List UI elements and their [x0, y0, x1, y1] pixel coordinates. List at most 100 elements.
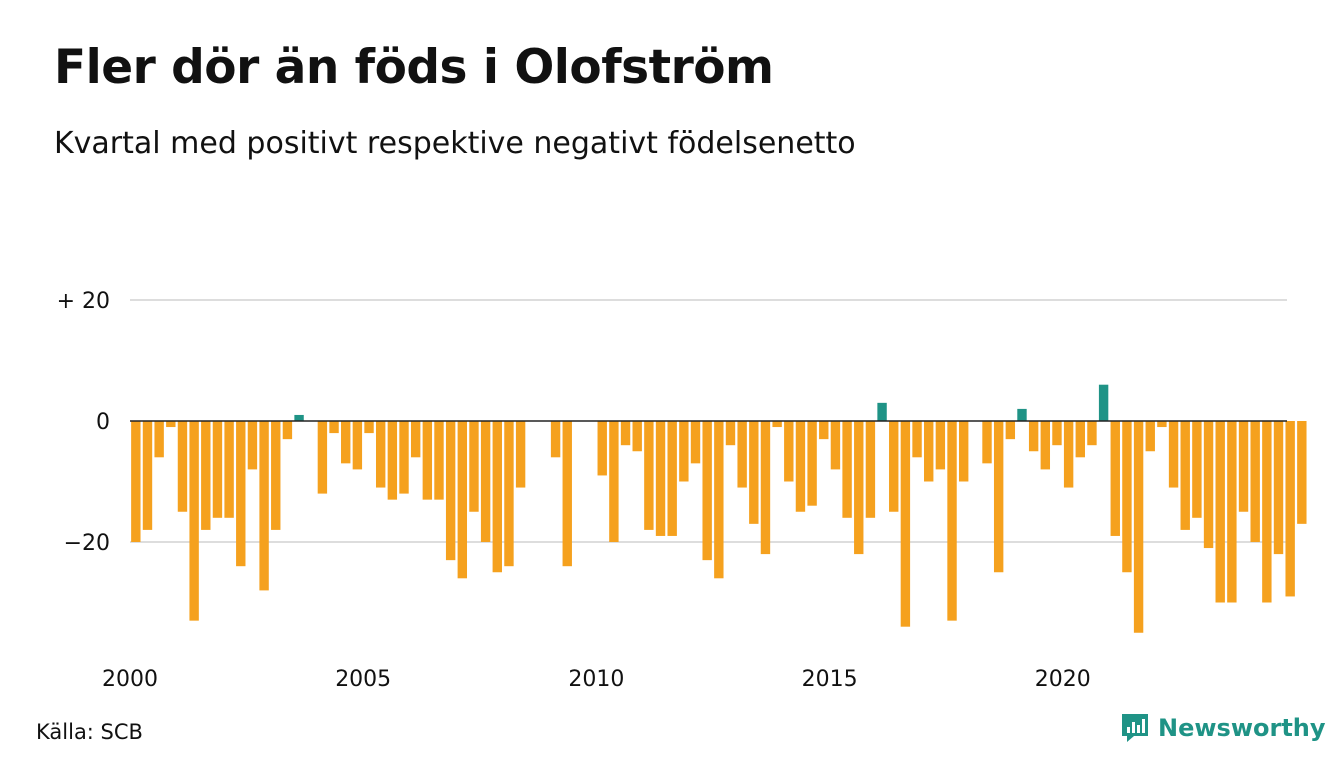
bar [434, 421, 444, 500]
bar [515, 421, 526, 488]
bar-chart: + 20 0 −20 2000 2005 2010 2015 2020 [57, 289, 1307, 692]
bar [714, 421, 724, 579]
bar [830, 421, 841, 470]
bar [1052, 421, 1062, 446]
chart-subtitle: Kvartal med positivt respektive negativt… [54, 126, 856, 161]
bar [364, 421, 374, 434]
bar [317, 421, 328, 494]
bar [632, 421, 642, 452]
bar [924, 421, 934, 482]
bar [1075, 421, 1085, 458]
bar [1005, 421, 1016, 440]
bar [550, 421, 561, 458]
bar [399, 421, 409, 494]
bar [201, 421, 211, 530]
bar [760, 421, 771, 555]
chart-title: Fler dör än föds i Olofström [54, 40, 774, 95]
bar [189, 421, 199, 621]
bar [620, 421, 631, 446]
newsworthy-logo: Newsworthy [1120, 712, 1326, 744]
bar [644, 421, 654, 530]
bar [445, 421, 456, 561]
bar [609, 421, 619, 542]
bar [737, 421, 747, 488]
bar [1145, 421, 1155, 452]
bar [597, 421, 607, 476]
bar [1063, 421, 1074, 488]
bar [1122, 421, 1132, 573]
bar [725, 421, 736, 446]
bar [1157, 421, 1167, 428]
x-tick-label: 2020 [1035, 667, 1091, 692]
bar [1262, 421, 1272, 603]
bar [1168, 421, 1179, 488]
y-tick-label: + 20 [57, 289, 110, 314]
bar [947, 421, 957, 621]
bar [655, 421, 666, 536]
bar [912, 421, 922, 458]
bar [166, 421, 176, 428]
bar [341, 421, 351, 464]
bar [1273, 421, 1284, 555]
bar [667, 421, 677, 536]
bar [1297, 421, 1307, 524]
bar [982, 421, 992, 464]
bar [935, 421, 946, 470]
bar [1215, 421, 1225, 603]
source-label: Källa: SCB [36, 720, 143, 744]
bar [679, 421, 689, 482]
bar [865, 421, 876, 518]
bar [469, 421, 479, 512]
bar [795, 421, 806, 512]
bar [480, 421, 491, 542]
bar [387, 421, 398, 500]
bar [247, 421, 258, 470]
bar [271, 421, 281, 530]
bar [410, 421, 421, 458]
bar [177, 421, 188, 512]
bar [504, 421, 514, 567]
bar [1017, 408, 1027, 421]
bar [259, 421, 269, 591]
bar [772, 421, 782, 428]
bar [702, 421, 712, 561]
bar [1098, 384, 1109, 421]
bar [749, 421, 759, 524]
bar [807, 421, 817, 506]
bar [1238, 421, 1249, 512]
bar [492, 421, 502, 573]
bar [1250, 421, 1260, 542]
bar [142, 421, 153, 530]
bar [131, 421, 141, 542]
x-tick-label: 2000 [102, 667, 158, 692]
bar [457, 421, 468, 579]
newsworthy-logo-icon [1122, 714, 1148, 742]
bar [1087, 421, 1097, 446]
bar [1110, 421, 1120, 536]
x-tick-label: 2010 [568, 667, 624, 692]
bar [562, 421, 572, 567]
bar [294, 414, 304, 421]
bar [1227, 421, 1237, 603]
bar [877, 402, 887, 421]
bar [854, 421, 864, 555]
bar [212, 421, 223, 518]
bar [1285, 421, 1295, 597]
bar [889, 421, 899, 512]
bar [690, 421, 701, 464]
bar [236, 421, 246, 567]
bar [993, 421, 1004, 573]
y-tick-label: −20 [64, 531, 110, 556]
bar [1040, 421, 1051, 470]
x-tick-label: 2015 [802, 667, 858, 692]
bar [1192, 421, 1202, 518]
bar [422, 421, 433, 500]
x-tick-label: 2005 [335, 667, 391, 692]
bar [1133, 421, 1144, 633]
bar [1203, 421, 1214, 549]
bar [1028, 421, 1039, 452]
bar [784, 421, 794, 482]
bar [375, 421, 386, 488]
bar [282, 421, 293, 440]
bar [329, 421, 339, 434]
